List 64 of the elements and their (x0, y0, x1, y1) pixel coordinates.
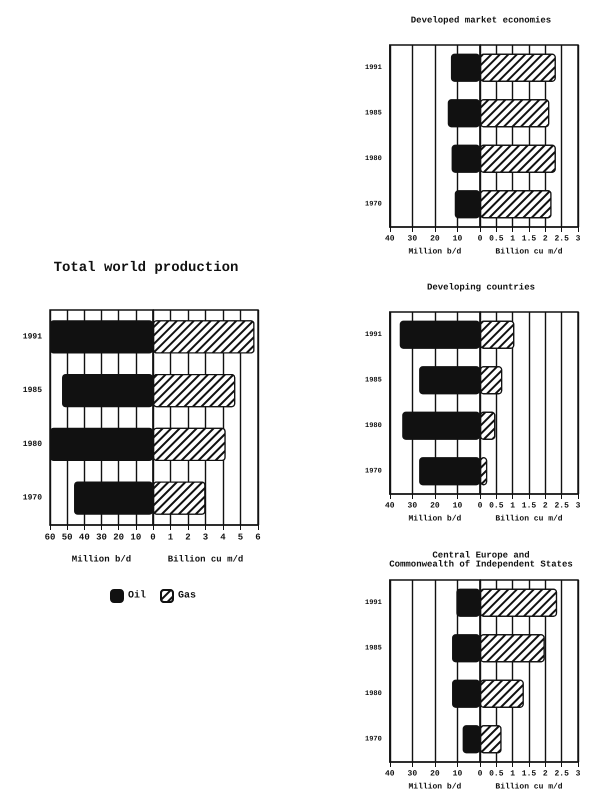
x-tick-label: 1.5 (522, 770, 536, 778)
chart-title: Developing countries (426, 282, 536, 292)
x-tick-label: 2.5 (554, 770, 570, 778)
x-axis-title: Billion cu m/d (495, 782, 563, 792)
y-tick-label: 1985 (22, 386, 42, 396)
y-tick-label: 1980 (22, 440, 42, 449)
x-tick-label: 30 (96, 532, 107, 542)
x-tick-label: 20 (430, 502, 440, 510)
x-tick-label: 0.5 (489, 770, 504, 778)
x-tick-label: 40 (78, 532, 90, 542)
x-tick-label: 3 (576, 234, 581, 244)
x-axis-title: Billion cu m/d (495, 514, 563, 524)
x-tick-label: 10 (130, 532, 142, 542)
x-tick-label: 5 (238, 532, 244, 542)
x-tick-label: 1.5 (522, 502, 536, 510)
x-tick-label: 1 (510, 770, 516, 778)
x-axis-title: Million b/d (408, 247, 462, 256)
x-tick-label: 0 (478, 234, 483, 244)
x-tick-label: 2 (185, 532, 191, 542)
x-tick-label: 60 (44, 532, 56, 542)
x-axis-title: Million b/d (408, 782, 462, 792)
x-tick-label: 2 (542, 234, 548, 244)
x-tick-label: 10 (452, 234, 462, 244)
x-tick-label: 30 (408, 502, 418, 510)
x-tick-label: 3 (576, 502, 581, 510)
chart-title: Developed market economies (410, 16, 552, 26)
legend-label: Gas (178, 590, 196, 602)
x-tick-label: 10 (452, 770, 462, 778)
x-tick-label: 40 (385, 770, 395, 778)
chart-title: Central Europe and Commonwealth of Independent States (389, 550, 573, 570)
x-tick-label: 1 (168, 532, 174, 542)
x-tick-label: 40 (385, 234, 395, 244)
y-tick-label: 1970 (22, 494, 42, 503)
x-tick-label: 10 (452, 502, 462, 510)
x-tick-label: 1 (510, 234, 516, 244)
x-tick-label: 40 (385, 502, 395, 510)
x-tick-label: 2.5 (554, 502, 570, 510)
x-axis-title: Billion cu m/d (495, 247, 563, 256)
x-axis-title: Million b/d (72, 554, 132, 564)
x-tick-label: 1 (510, 502, 516, 510)
legend-label: Oil (128, 590, 146, 602)
x-tick-label: 2 (542, 502, 548, 510)
x-tick-label: 4 (220, 532, 226, 542)
x-tick-label: 30 (408, 234, 418, 244)
x-tick-label: 50 (62, 532, 73, 542)
y-tick-label: 1991 (22, 332, 42, 342)
x-tick-label: 3 (202, 532, 208, 542)
x-axis-title: Million b/d (408, 514, 462, 524)
x-tick-label: 0.5 (489, 502, 504, 510)
x-tick-label: 20 (113, 532, 124, 542)
x-tick-label: 6 (255, 532, 261, 542)
x-tick-label: 2.5 (554, 234, 570, 244)
x-tick-label: 0 (478, 770, 483, 778)
x-tick-label: 20 (430, 234, 440, 244)
x-tick-label: 0 (478, 502, 483, 510)
x-axis-title: Billion cu m/d (168, 554, 244, 564)
x-tick-label: 0 (150, 532, 156, 542)
x-tick-label: 3 (576, 770, 581, 778)
x-tick-label: 30 (408, 770, 418, 778)
x-tick-label: 1.5 (522, 234, 536, 244)
x-tick-label: 0.5 (489, 234, 504, 244)
chart-title: Total world production (54, 260, 238, 276)
x-tick-label: 20 (430, 770, 440, 778)
x-tick-label: 2 (542, 770, 548, 778)
